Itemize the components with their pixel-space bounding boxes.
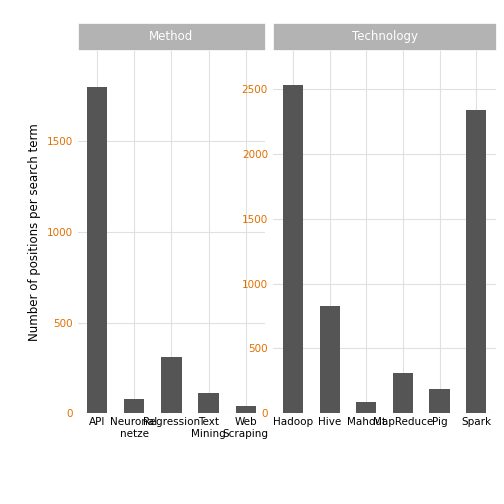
Bar [199,393,219,413]
Text: Technology: Technology [352,30,418,43]
Bar [124,399,144,413]
Bar [161,357,181,413]
FancyBboxPatch shape [78,23,265,50]
Bar [466,110,486,413]
Bar [356,402,376,413]
Text: Method: Method [149,30,194,43]
FancyBboxPatch shape [273,23,496,50]
Bar [235,406,256,413]
Y-axis label: Number of positions per search term: Number of positions per search term [28,123,41,341]
Bar [393,373,413,413]
Bar [87,87,107,413]
Bar [283,85,303,413]
Bar [429,389,450,413]
Bar [320,306,340,413]
